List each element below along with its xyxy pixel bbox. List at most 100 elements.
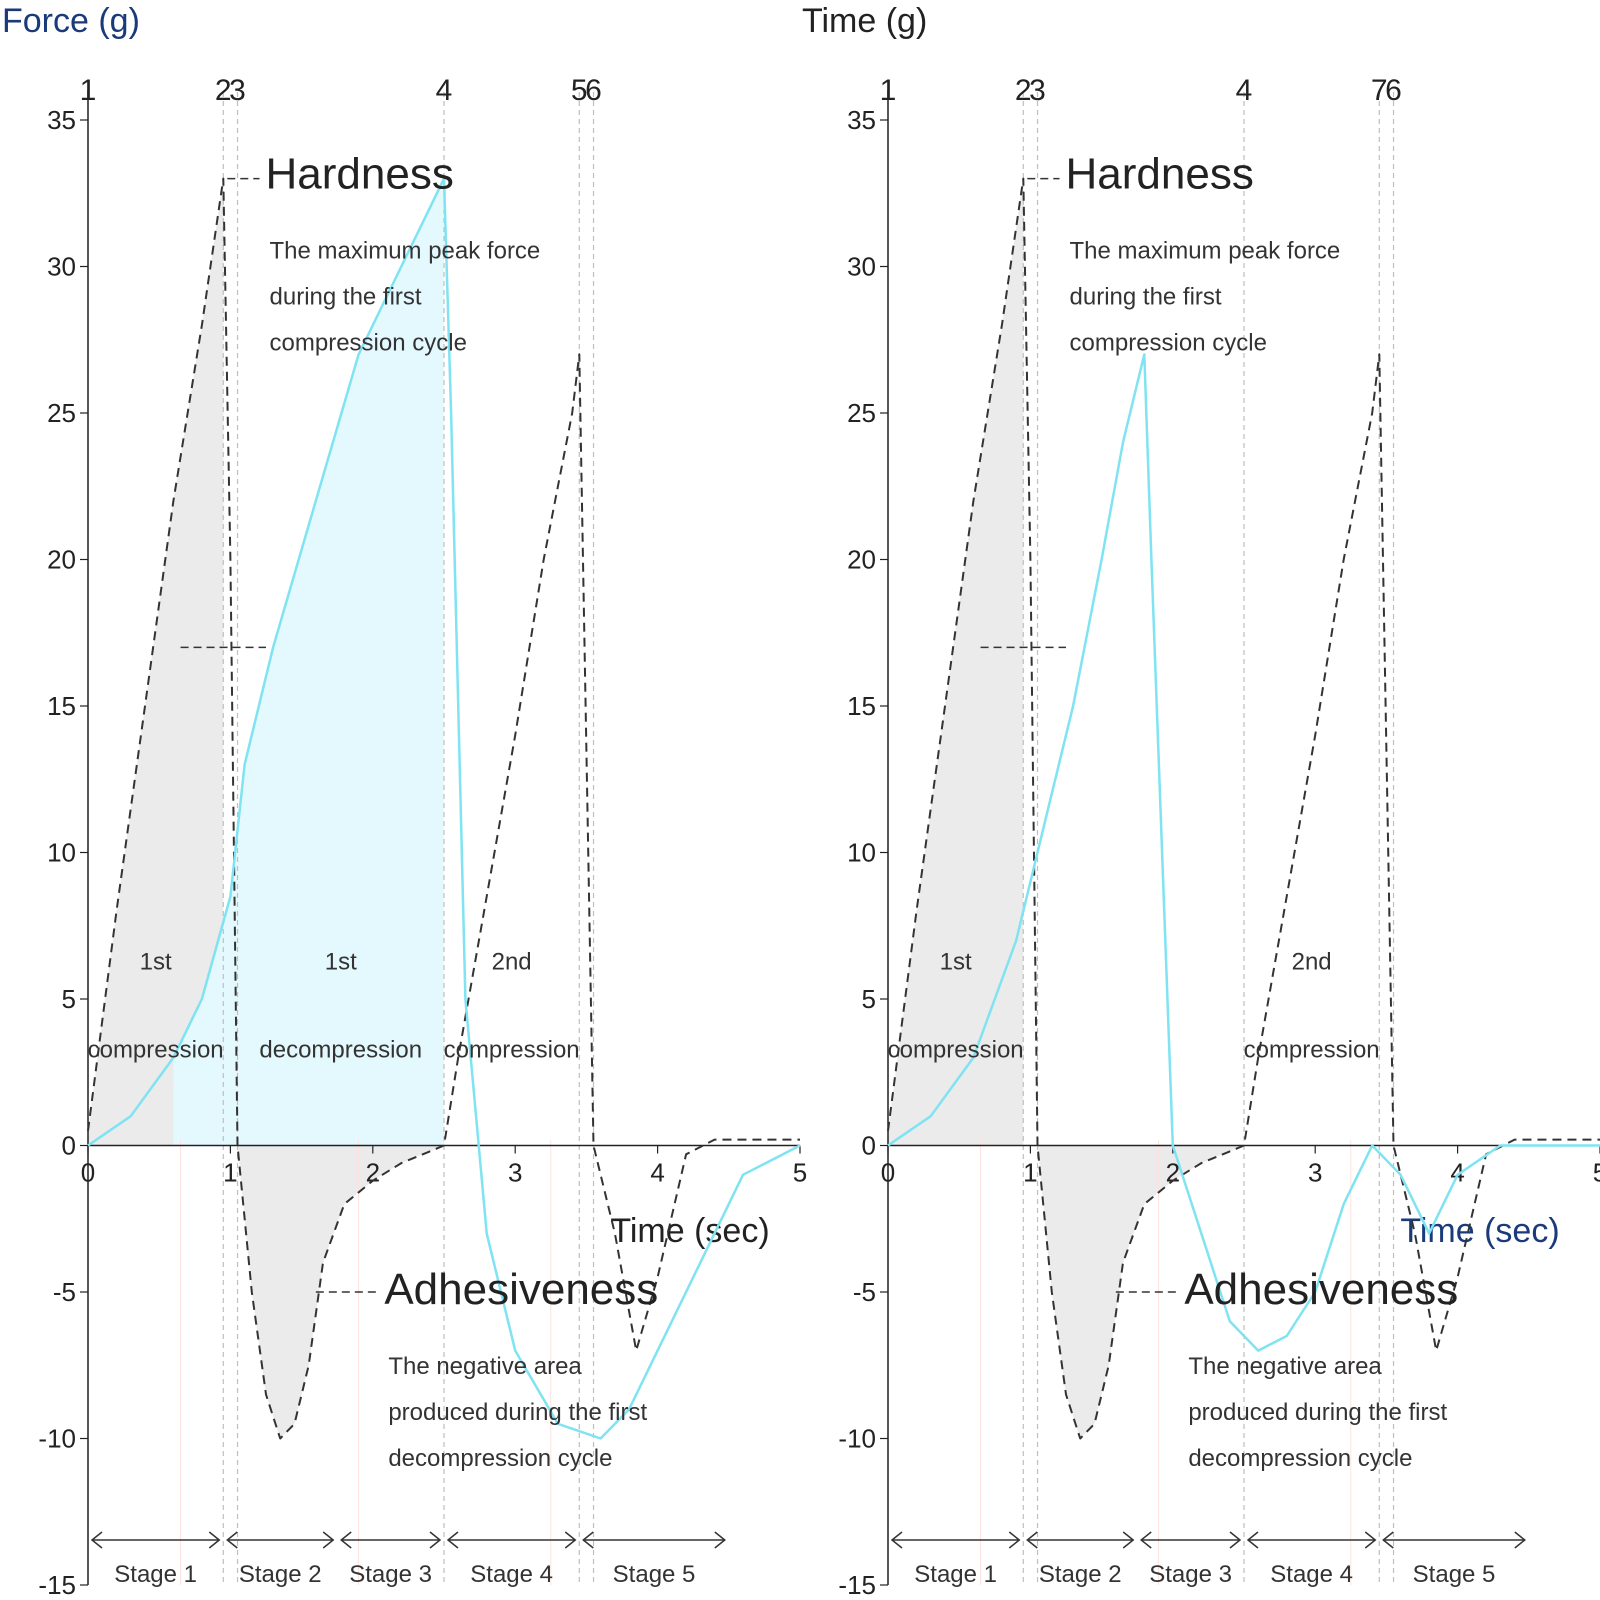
- y-tick-label: 30: [847, 252, 876, 282]
- decompression-area: [173, 178, 444, 1146]
- y-tick-label: 25: [847, 398, 876, 428]
- region-label: 1st: [140, 949, 172, 976]
- region-sublabel: compression: [888, 1037, 1024, 1064]
- stage-label: Stage 3: [349, 1561, 432, 1588]
- x-tick-label: 1: [1023, 1158, 1037, 1188]
- marker-label: 6: [585, 74, 602, 107]
- marker-label: 5: [571, 74, 588, 107]
- x-axis-title: Time (sec): [610, 1212, 769, 1250]
- stage-arrowhead-right: [429, 1531, 442, 1549]
- x-tick-label: 0: [881, 1158, 895, 1188]
- stage-arrowhead-left: [226, 1531, 238, 1549]
- adhesiveness-description: The negative area: [388, 1353, 582, 1380]
- region-sublabel: compression: [444, 1037, 580, 1064]
- x-tick-label: 2: [366, 1158, 380, 1188]
- marker-label: 2: [1015, 74, 1032, 107]
- adhesiveness-description: produced during the first: [388, 1399, 647, 1426]
- y-tick-label: -5: [53, 1277, 76, 1307]
- y-axis-title: Time (g): [802, 2, 927, 40]
- first-compression-area: [88, 178, 224, 1146]
- region-sublabel: compression: [88, 1037, 224, 1064]
- stage-arrowhead-right: [1364, 1531, 1377, 1549]
- stage-arrowhead-right: [1122, 1531, 1135, 1549]
- stage-arrowhead-left: [1382, 1531, 1394, 1549]
- region-label: 2nd: [1292, 949, 1332, 976]
- adhesiveness-title: Adhesiveness: [1184, 1265, 1458, 1314]
- y-tick-label: 10: [847, 838, 876, 868]
- y-tick-label: 5: [862, 984, 876, 1014]
- x-tick-label: 3: [508, 1158, 522, 1188]
- x-tick-label: 4: [650, 1158, 664, 1188]
- y-tick-label: 5: [62, 984, 76, 1014]
- y-tick-label: -10: [38, 1424, 76, 1454]
- y-tick-label: 10: [47, 838, 76, 868]
- y-tick-label: 15: [47, 691, 76, 721]
- y-tick-label: -15: [38, 1570, 76, 1600]
- marker-label: 4: [436, 74, 453, 107]
- hardness-description: during the first: [1070, 284, 1222, 311]
- y-tick-label: 15: [847, 691, 876, 721]
- adhesiveness-description: decompression cycle: [388, 1445, 612, 1472]
- y-tick-label: 0: [862, 1131, 876, 1161]
- hardness-title: Hardness: [266, 150, 454, 199]
- stage-arrowhead-right: [1008, 1531, 1021, 1549]
- marker-label: 3: [229, 74, 246, 107]
- stage-arrowhead-left: [1246, 1531, 1259, 1549]
- x-tick-label: 5: [793, 1158, 807, 1188]
- hardness-description: The maximum peak force: [1070, 238, 1341, 265]
- adhesiveness-area: [237, 1145, 444, 1439]
- x-tick-label: 5: [1593, 1158, 1600, 1188]
- stage-arrowhead-right: [322, 1531, 335, 1549]
- adhesiveness-description: produced during the first: [1188, 1399, 1447, 1426]
- y-tick-label: -15: [838, 1570, 876, 1600]
- dashed-series-line: [87, 177, 800, 1440]
- y-tick-label: 25: [47, 398, 76, 428]
- hardness-description: during the first: [270, 284, 422, 311]
- marker-label: 2: [215, 74, 232, 107]
- x-tick-label: 3: [1308, 1158, 1322, 1188]
- hardness-title: Hardness: [1066, 150, 1254, 199]
- x-tick-label: 1: [223, 1158, 237, 1188]
- y-tick-label: 35: [47, 105, 76, 135]
- marker-label: 7: [1371, 74, 1388, 107]
- adhesiveness-description: The negative area: [1188, 1353, 1382, 1380]
- y-tick-label: 0: [62, 1131, 76, 1161]
- stage-arrowhead-left: [1139, 1531, 1152, 1549]
- stage-label: Stage 5: [1413, 1561, 1496, 1588]
- stage-arrowhead-left: [582, 1531, 594, 1549]
- x-axis-title: Time (sec): [1400, 1212, 1559, 1250]
- stage-label: Stage 1: [914, 1561, 997, 1588]
- x-tick-label: 0: [81, 1158, 95, 1188]
- region-label: 1st: [940, 949, 972, 976]
- stage-arrowhead-right: [1514, 1531, 1527, 1549]
- marker-label: 3: [1029, 74, 1046, 107]
- y-tick-label: -10: [838, 1424, 876, 1454]
- region-sublabel: decompression: [259, 1037, 422, 1064]
- stage-label: Stage 1: [114, 1561, 197, 1588]
- stage-label: Stage 4: [1270, 1561, 1353, 1588]
- stage-arrowhead-right: [714, 1531, 727, 1549]
- stage-arrowhead-left: [339, 1531, 352, 1549]
- region-label: 2nd: [492, 949, 532, 976]
- marker-label: 6: [1385, 74, 1402, 107]
- y-tick-label: -5: [853, 1277, 876, 1307]
- stage-label: Stage 3: [1149, 1561, 1232, 1588]
- region-sublabel: compression: [1244, 1037, 1380, 1064]
- stage-arrowhead-left: [890, 1531, 903, 1549]
- stage-arrowhead-right: [1229, 1531, 1242, 1549]
- hardness-description: compression cycle: [270, 330, 467, 357]
- y-tick-label: 20: [847, 545, 876, 575]
- stage-label: Stage 2: [1039, 1561, 1122, 1588]
- dashed-series-line: [887, 177, 1600, 1440]
- stage-arrowhead-left: [446, 1531, 459, 1549]
- stage-label: Stage 5: [613, 1561, 696, 1588]
- hardness-description: compression cycle: [1070, 330, 1267, 357]
- stage-arrowhead-right: [564, 1531, 577, 1549]
- adhesiveness-area: [1037, 1145, 1244, 1439]
- stage-arrowhead-left: [1026, 1531, 1038, 1549]
- y-tick-label: 30: [47, 252, 76, 282]
- region-label: 1st: [325, 949, 357, 976]
- stage-arrowhead-left: [90, 1531, 103, 1549]
